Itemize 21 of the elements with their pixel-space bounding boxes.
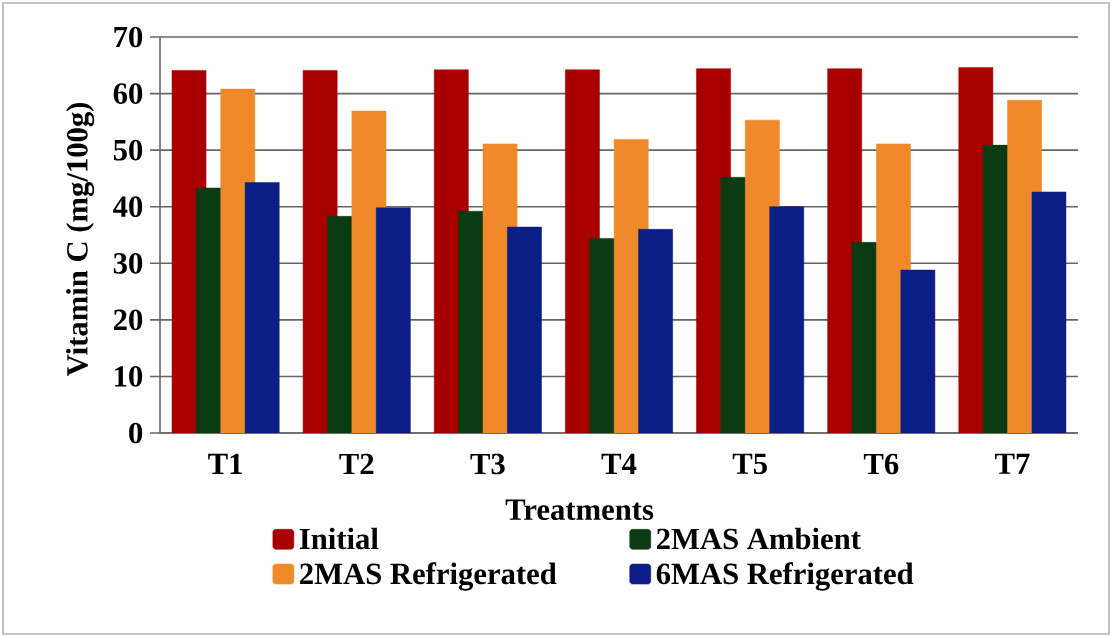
x-axis-title: Treatments — [505, 499, 654, 521]
legend-label: Initial — [299, 527, 379, 550]
x-tick-label: T7 — [995, 453, 1030, 474]
x-tick-label: T3 — [470, 453, 505, 475]
y-tick-label: 30 — [113, 252, 143, 274]
legend-label: 2MAS Refrigerated — [300, 562, 557, 591]
y-tick-label: 10 — [115, 366, 143, 387]
y-tick-label: 60 — [113, 83, 143, 104]
x-tick-label: T5 — [732, 453, 767, 475]
y-tick-label: 20 — [113, 309, 143, 331]
x-tick-label: T1 — [208, 453, 242, 474]
y-tick-label: 0 — [129, 422, 143, 444]
x-tick-label: T4 — [601, 453, 637, 474]
legend-label: 6MAS Refrigerated — [656, 562, 914, 591]
x-tick-label: T2 — [339, 453, 374, 475]
y-axis-title: Vitamin C (mg/100g) — [66, 102, 95, 377]
y-tick-label: 50 — [113, 139, 143, 161]
x-tick-label: T6 — [863, 453, 899, 475]
y-tick-label: 70 — [114, 26, 143, 48]
legend-label: 2MAS Ambient — [656, 527, 861, 550]
y-tick-label: 40 — [113, 196, 143, 218]
